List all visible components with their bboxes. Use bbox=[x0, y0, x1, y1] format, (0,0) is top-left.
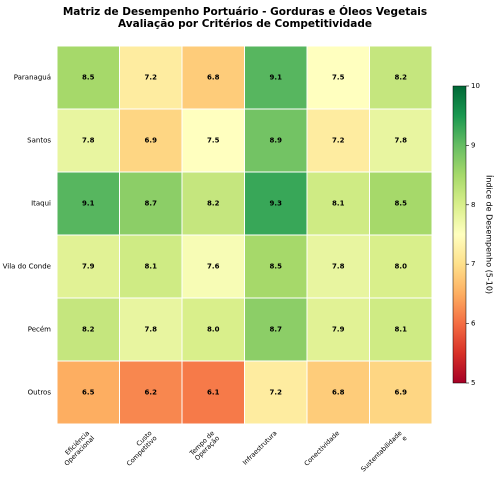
cell-label: 8.5 bbox=[395, 200, 408, 208]
y-tick-label: Itaqui bbox=[31, 200, 51, 208]
y-tick-label: Paranaguá bbox=[14, 74, 51, 82]
heatmap-cell bbox=[119, 234, 183, 299]
heatmap-cell bbox=[369, 297, 433, 362]
cell-label: 6.2 bbox=[145, 389, 158, 397]
heatmap-cell bbox=[119, 171, 183, 236]
cell-label: 7.2 bbox=[145, 74, 158, 82]
heatmap-cell bbox=[56, 45, 120, 110]
heatmap-cell bbox=[306, 234, 370, 299]
x-tick-label: CustoCompetitivo bbox=[120, 429, 159, 468]
cell-label: 7.6 bbox=[207, 263, 220, 271]
heatmap-cell bbox=[244, 45, 308, 110]
colorbar-tick-label: 8 bbox=[471, 201, 475, 209]
cell-label: 6.8 bbox=[207, 74, 220, 82]
cell-label: 8.2 bbox=[82, 326, 95, 334]
cell-label: 8.7 bbox=[145, 200, 158, 208]
cell-label: 6.5 bbox=[82, 389, 95, 397]
cell-label: 9.1 bbox=[270, 74, 283, 82]
colorbar bbox=[452, 85, 467, 384]
heatmap-cell bbox=[181, 234, 245, 299]
y-tick-label: Vila do Conde bbox=[3, 263, 51, 271]
heatmap-cell bbox=[369, 108, 433, 173]
cell-label: 8.5 bbox=[82, 74, 95, 82]
heatmap-cell bbox=[244, 234, 308, 299]
cell-label: 8.1 bbox=[395, 326, 408, 334]
heatmap-cell bbox=[244, 108, 308, 173]
cell-label: 7.8 bbox=[82, 137, 95, 145]
cell-label: 7.9 bbox=[82, 263, 95, 271]
colorbar-tick-label: 7 bbox=[471, 260, 475, 268]
cell-label: 8.0 bbox=[395, 263, 408, 271]
heatmap-cell bbox=[306, 360, 370, 425]
heatmap-cell bbox=[306, 171, 370, 236]
cell-label: 6.9 bbox=[145, 137, 158, 145]
cell-label: 6.8 bbox=[332, 389, 345, 397]
x-tick-label: Tempo deOperação bbox=[187, 429, 221, 463]
cell-label: 7.2 bbox=[270, 389, 283, 397]
cell-label: 8.0 bbox=[207, 326, 220, 334]
heatmap-cell bbox=[56, 234, 120, 299]
y-tick-label: Pecém bbox=[28, 326, 51, 334]
cell-label: 8.5 bbox=[270, 263, 283, 271]
colorbar-label: Índice de Desempenho (5-10) bbox=[485, 175, 496, 294]
cell-label: 7.8 bbox=[395, 137, 408, 145]
heatmap-cell bbox=[56, 360, 120, 425]
heatmap-cell bbox=[244, 360, 308, 425]
x-tick-label: Infraestrutura bbox=[241, 429, 279, 467]
cell-label: 7.8 bbox=[145, 326, 158, 334]
heatmap-cell bbox=[244, 297, 308, 362]
x-tick-label: Sustentabilidadee bbox=[359, 429, 408, 478]
heatmap-cell bbox=[119, 45, 183, 110]
cell-label: 9.1 bbox=[82, 200, 95, 208]
cell-label: 8.7 bbox=[270, 326, 283, 334]
colorbar-tick-label: 6 bbox=[471, 320, 476, 328]
heatmap-cell bbox=[369, 171, 433, 236]
cell-label: 7.9 bbox=[332, 326, 345, 334]
colorbar-tick-label: 9 bbox=[471, 141, 475, 149]
heatmap-cell bbox=[369, 234, 433, 299]
cell-label: 7.2 bbox=[332, 137, 345, 145]
cell-label: 8.1 bbox=[332, 200, 345, 208]
cell-label: 8.2 bbox=[395, 74, 408, 82]
cell-label: 7.5 bbox=[332, 74, 345, 82]
cell-label: 7.5 bbox=[207, 137, 220, 145]
chart-title: Matriz de Desempenho Portuário - Gordura… bbox=[63, 5, 427, 18]
heatmap-cell bbox=[369, 360, 433, 425]
x-tick-label: Conectividade bbox=[303, 429, 342, 468]
heatmap-cell bbox=[369, 45, 433, 110]
heatmap-cell bbox=[244, 171, 308, 236]
heatmap-cell bbox=[306, 297, 370, 362]
y-tick-label: Outros bbox=[28, 389, 52, 397]
heatmap-cell bbox=[181, 297, 245, 362]
cell-label: 8.9 bbox=[270, 137, 283, 145]
cell-label: 7.8 bbox=[332, 263, 345, 271]
y-tick-label: Santos bbox=[27, 137, 51, 145]
colorbar-tick-label: 5 bbox=[471, 379, 475, 387]
heatmap-cell bbox=[181, 45, 245, 110]
heatmap-cell bbox=[56, 297, 120, 362]
heatmap-cell bbox=[119, 108, 183, 173]
chart-subtitle: Avaliação por Critérios de Competitivida… bbox=[118, 18, 372, 30]
x-tick-label: EficiênciaOperacional bbox=[58, 429, 97, 468]
cell-label: 8.1 bbox=[145, 263, 158, 271]
colorbar-tick-label: 10 bbox=[471, 82, 480, 90]
cell-label: 6.9 bbox=[395, 389, 408, 397]
cell-label: 6.1 bbox=[207, 389, 220, 397]
cell-label: 9.3 bbox=[270, 200, 283, 208]
cell-label: 8.2 bbox=[207, 200, 220, 208]
